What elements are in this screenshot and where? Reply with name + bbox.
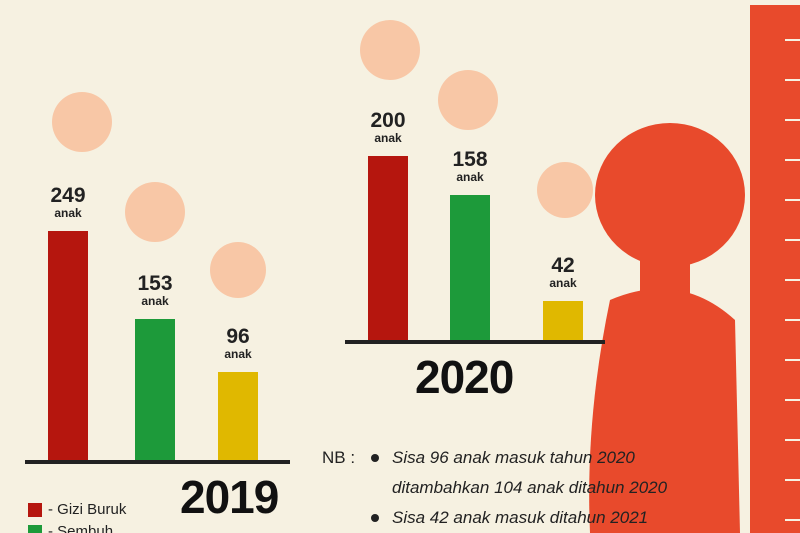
bar bbox=[368, 156, 408, 340]
note-item: Sisa 42 anak masuk ditahun 2021 bbox=[392, 508, 649, 527]
value-label: 42 anak bbox=[549, 254, 577, 291]
note-item: ditambahkan 104 anak ditahun 2020 bbox=[392, 478, 668, 497]
legend-swatch bbox=[28, 525, 42, 533]
child-silhouette bbox=[589, 123, 745, 533]
ruler-ticks bbox=[785, 39, 800, 521]
baseline bbox=[25, 460, 290, 464]
bar bbox=[48, 230, 88, 460]
value-label: 153 anak bbox=[137, 272, 173, 309]
note-label: NB : bbox=[322, 448, 356, 467]
legend-label: - Gizi Buruk bbox=[48, 501, 127, 518]
chart-title: 2019 bbox=[180, 471, 279, 523]
baseline bbox=[345, 340, 605, 344]
bar bbox=[135, 319, 175, 460]
chart-title: 2020 bbox=[415, 351, 514, 403]
bar bbox=[218, 371, 258, 460]
legend-label: - Sembuh bbox=[48, 523, 114, 533]
value-label: 200 anak bbox=[370, 109, 406, 145]
bullet bbox=[371, 514, 379, 522]
note-item: Sisa 96 anak masuk tahun 2020 bbox=[392, 448, 635, 467]
height-ruler bbox=[750, 5, 800, 533]
value-label: 96 anak bbox=[224, 324, 252, 361]
bar bbox=[450, 194, 490, 340]
bullet bbox=[371, 454, 379, 462]
value-label: 249 anak bbox=[50, 183, 86, 220]
baby-icons bbox=[52, 20, 593, 298]
bar bbox=[543, 301, 583, 340]
legend-swatch bbox=[28, 503, 42, 517]
value-label: 158 anak bbox=[452, 147, 488, 184]
